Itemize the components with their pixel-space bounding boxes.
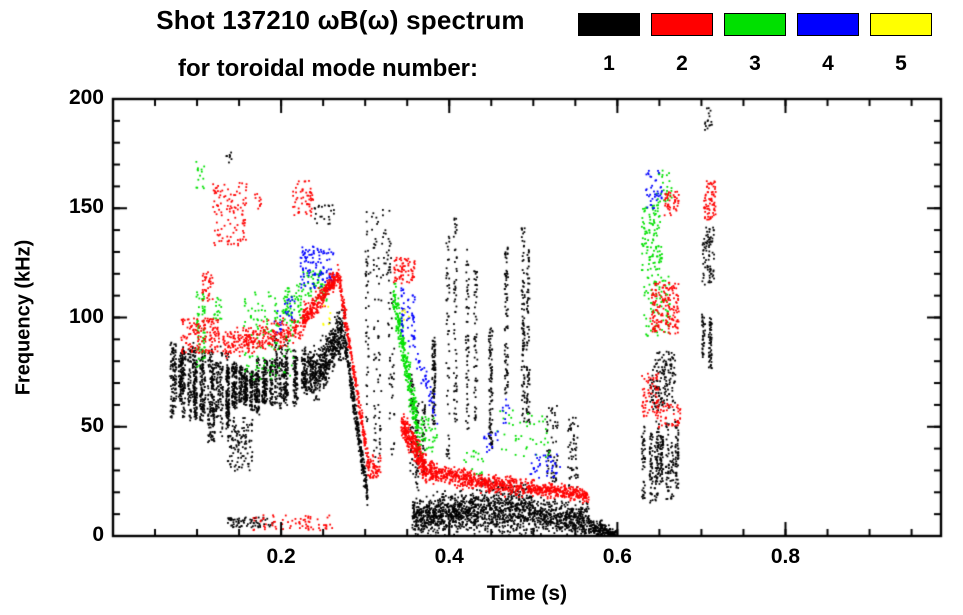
y-tick-label: 0	[92, 523, 104, 546]
y-tick-label: 100	[68, 304, 104, 328]
legend-label: 3	[749, 52, 761, 75]
legend-swatch-icon	[870, 13, 932, 36]
legend-swatch-icon	[797, 13, 859, 36]
x-tick-label: 0.6	[602, 545, 632, 568]
y-tick-label: 150	[68, 195, 104, 219]
legend-label: 4	[822, 52, 834, 75]
legend-label: 2	[676, 52, 688, 75]
legend-swatch-icon	[578, 13, 640, 36]
legend-item-mode-2: 2	[651, 13, 713, 76]
x-tick-label: 0.4	[434, 545, 464, 568]
legend-swatch-icon	[724, 13, 786, 36]
legend-item-mode-3: 3	[724, 13, 786, 76]
legend-item-mode-4: 4	[797, 13, 859, 76]
x-axis-title: Time (s)	[486, 582, 568, 605]
legend-label: 5	[895, 52, 907, 75]
legend-item-mode-1: 1	[578, 13, 640, 76]
y-tick-label: 50	[80, 413, 104, 437]
x-tick-label: 0.2	[266, 545, 296, 568]
y-axis-title: Frequency (kHz)	[12, 239, 35, 396]
x-tick-label: 0.8	[770, 545, 801, 568]
mode-legend: 1 2 3 4 5	[578, 13, 932, 76]
y-tick-label: 200	[68, 86, 104, 109]
chart-title-line2: for toroidal mode number:	[178, 55, 478, 82]
legend-swatch-icon	[651, 13, 713, 36]
legend-label: 1	[603, 52, 615, 75]
chart-title-line1: Shot 137210 ωB(ω) spectrum	[156, 5, 525, 35]
legend-item-mode-5: 5	[870, 13, 932, 76]
